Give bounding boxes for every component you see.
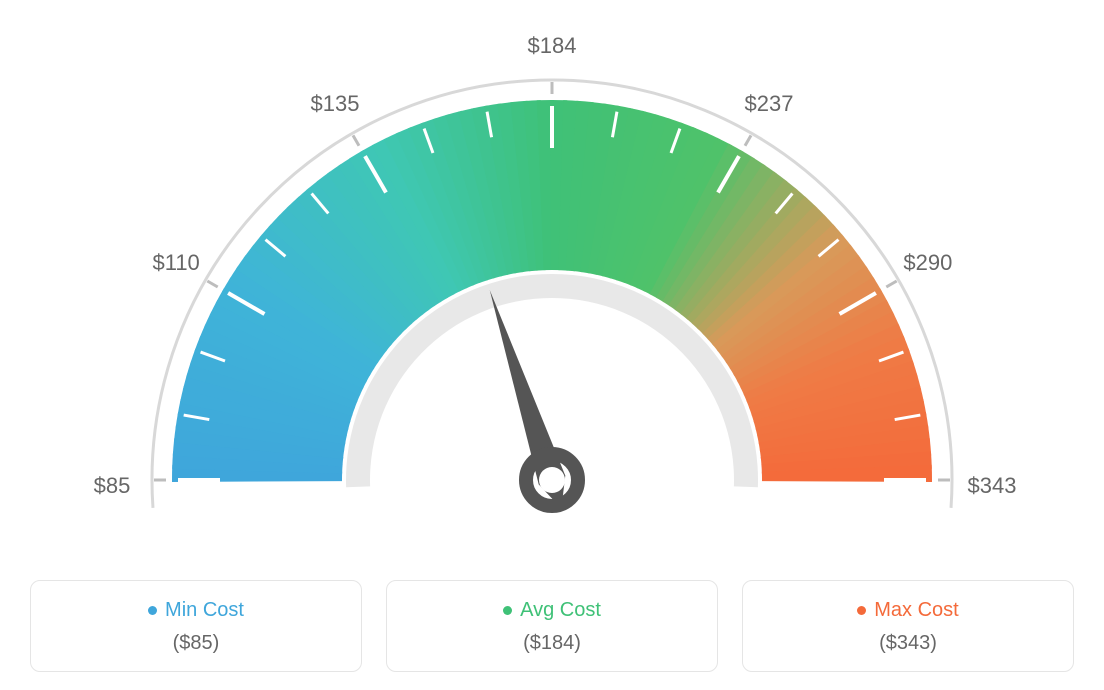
gauge-tick-label: $184 (528, 33, 577, 59)
gauge-tick-label: $135 (311, 91, 360, 117)
legend-min-value: ($85) (41, 632, 351, 655)
legend-max-label: Max Cost (874, 599, 958, 621)
dot-icon (148, 606, 157, 615)
gauge-tick-label: $110 (152, 250, 199, 276)
gauge-tick-label: $343 (968, 473, 1017, 499)
legend-card-min: Min Cost ($85) (30, 580, 362, 672)
legend-title-avg: Avg Cost (397, 599, 707, 622)
dot-icon (857, 606, 866, 615)
gauge-tick-label: $85 (94, 473, 131, 499)
cost-gauge: $85 $110 $135 $184 $237 $290 $343 (10, 10, 1094, 570)
gauge-tick-label: $237 (745, 91, 794, 117)
gauge-tick-label: $290 (903, 250, 952, 276)
legend-card-avg: Avg Cost ($184) (386, 580, 718, 672)
legend-min-label: Min Cost (165, 599, 244, 621)
legend-avg-label: Avg Cost (520, 599, 601, 621)
legend-card-max: Max Cost ($343) (742, 580, 1074, 672)
gauge-svg (10, 10, 1094, 570)
legend-max-value: ($343) (753, 632, 1063, 655)
dot-icon (503, 606, 512, 615)
legend-title-min: Min Cost (41, 599, 351, 622)
legend-avg-value: ($184) (397, 632, 707, 655)
legend-title-max: Max Cost (753, 599, 1063, 622)
legend-row: Min Cost ($85) Avg Cost ($184) Max Cost … (10, 580, 1094, 672)
